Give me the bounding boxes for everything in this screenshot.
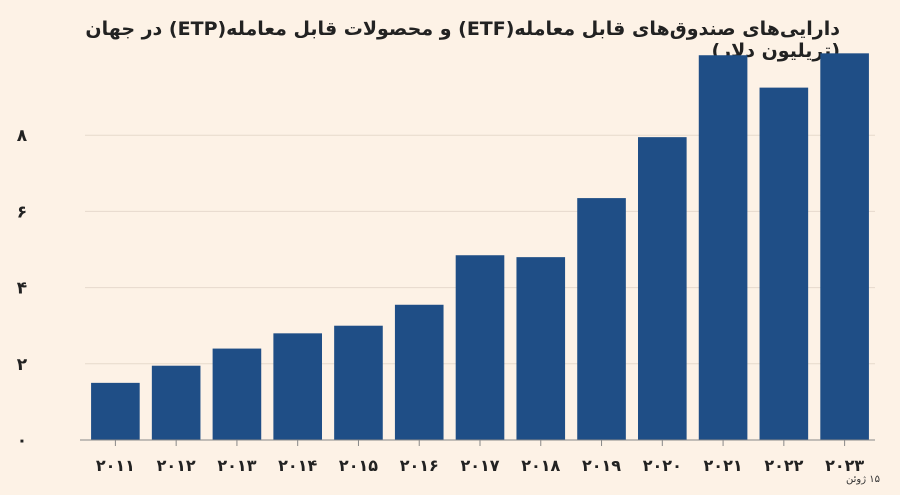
bar [334,325,383,440]
bar [759,87,809,440]
y-tick-label: ۸ [17,126,28,146]
bar [91,382,140,440]
x-tick-label: ۲۰۱۶ [400,456,439,475]
x-tick-label: ۲۰۱۷ [460,456,499,475]
footnote: ۱۵ ژوئن [846,474,880,485]
chart-title: دارایی‌های صندوق‌های قابل معامله(ETF) و … [85,18,840,62]
x-tick-label: ۲۰۱۵ [339,456,378,475]
bars [91,53,869,440]
x-axis-ticks: ۲۰۱۱ ۲۰۱۲ ۲۰۱۳ ۲۰۱۴ ۲۰۱۵ ۲۰۱۶ ۲۰۱۷ ۲۰۱۸ ۲۰۱۹ ۲۰۲۰… [96,440,864,475]
bar [273,333,322,440]
bar [455,255,505,440]
x-tick-label: ۲۰۱۴ [278,456,317,475]
x-tick-label: ۲۰۱۳ [217,456,256,475]
bar [820,53,869,440]
bar [516,257,566,440]
x-tick-label: ۲۰۱۱ [96,456,135,475]
x-tick-label: ۲۰۱۸ [521,456,560,475]
y-tick-label: ۰ [17,431,27,451]
x-tick-label: ۲۰۲۱ [704,456,743,475]
bar [638,137,687,440]
bar [212,348,262,440]
bar [577,198,626,440]
y-tick-label: ۶ [17,202,27,222]
bar [698,55,748,440]
bar [394,304,444,440]
x-tick-label: ۲۰۱۹ [582,456,621,475]
x-tick-label: ۲۰۱۲ [157,456,196,475]
y-axis-ticks: ۰ ۲ ۴ ۶ ۸ [17,126,28,451]
bar [151,365,201,440]
x-tick-label: ۲۰۲۳ [825,456,864,475]
y-tick-label: ۲ [17,355,28,375]
x-tick-label: ۲۰۲۲ [764,456,803,475]
x-tick-label: ۲۰۲۰ [643,456,682,475]
y-tick-label: ۴ [17,279,27,299]
